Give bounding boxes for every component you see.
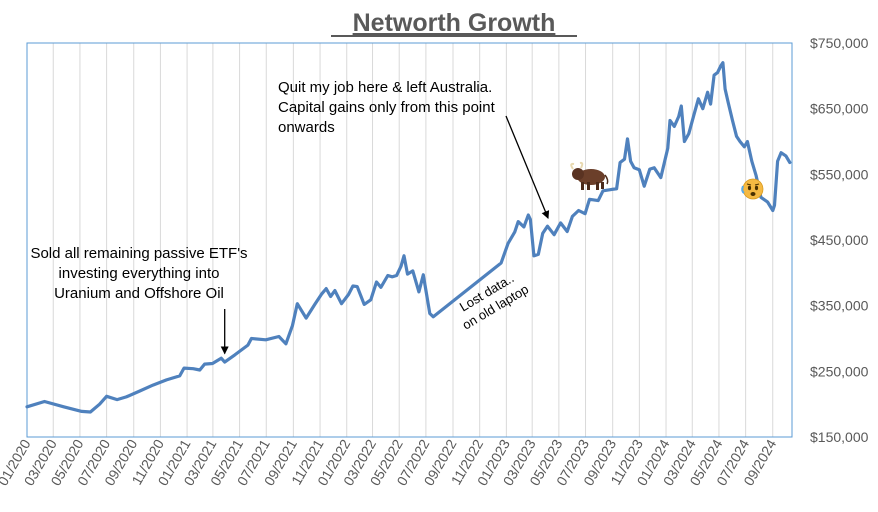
series bbox=[25, 61, 792, 414]
annotation-text: onwards bbox=[278, 119, 335, 136]
grid bbox=[26, 43, 774, 437]
series-line bbox=[25, 61, 792, 414]
bull-icon bbox=[570, 161, 609, 190]
y-tick-label: $150,000 bbox=[810, 429, 869, 445]
x-axis: 01/202003/202005/202007/202009/202011/20… bbox=[0, 436, 779, 488]
annotation-etf: Sold all remaining passive ETF's investin… bbox=[30, 245, 248, 355]
y-tick-label: $650,000 bbox=[810, 101, 869, 117]
y-tick-label: $750,000 bbox=[810, 35, 869, 51]
annotation-text: Sold all remaining passive ETF's bbox=[30, 245, 247, 262]
annotation-text: investing everything into bbox=[59, 265, 220, 282]
annotations: Sold all remaining passive ETF's investin… bbox=[30, 79, 550, 355]
y-tick-label: $550,000 bbox=[810, 166, 869, 182]
y-tick-label: $250,000 bbox=[810, 363, 869, 379]
y-tick-label: $450,000 bbox=[810, 232, 869, 248]
annotation-text: Capital gains only from this point bbox=[278, 99, 496, 116]
annotation-quit-job: Quit my job here & left Australia. Capita… bbox=[278, 79, 550, 219]
annotation-text: Quit my job here & left Australia. bbox=[278, 79, 492, 96]
y-axis: $150,000 $250,000 $350,000 $450,000 $550,000… bbox=[810, 35, 869, 445]
annotation-lost-data: Lost data..on old laptop bbox=[457, 270, 531, 332]
annotation-text: Uranium and Offshore Oil bbox=[54, 285, 224, 302]
worried-face-icon bbox=[741, 178, 764, 200]
annotation-arrow bbox=[505, 115, 550, 219]
plot-area-border bbox=[26, 42, 793, 438]
y-tick-label: $350,000 bbox=[810, 298, 869, 314]
chart-title: Networth Growth bbox=[353, 9, 556, 37]
